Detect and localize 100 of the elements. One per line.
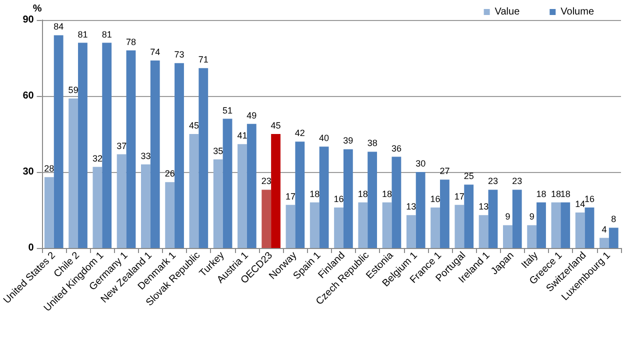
legend-label: Volume bbox=[560, 6, 594, 18]
data-label: 25 bbox=[464, 171, 474, 182]
bar bbox=[286, 204, 296, 248]
data-label: 18 bbox=[536, 188, 546, 199]
data-label: 42 bbox=[294, 128, 305, 138]
y-tick-label: 0 bbox=[28, 242, 34, 254]
bar bbox=[358, 202, 368, 248]
data-label: 81 bbox=[102, 29, 112, 40]
data-label: 9 bbox=[505, 212, 510, 222]
bar bbox=[150, 60, 160, 248]
bar bbox=[382, 202, 392, 248]
data-label: 30 bbox=[416, 158, 426, 168]
data-label: 17 bbox=[454, 191, 464, 202]
bar bbox=[174, 63, 184, 248]
data-label: 37 bbox=[116, 140, 127, 151]
data-label: 71 bbox=[198, 54, 208, 65]
bar bbox=[551, 202, 561, 248]
bar bbox=[271, 134, 280, 248]
data-label: 36 bbox=[391, 143, 402, 154]
bar bbox=[126, 50, 136, 248]
bar bbox=[141, 164, 150, 248]
bar bbox=[319, 146, 329, 248]
bar bbox=[92, 166, 102, 248]
data-label: 33 bbox=[140, 150, 151, 161]
bar bbox=[560, 202, 570, 248]
data-label: 35 bbox=[213, 146, 224, 156]
bar bbox=[430, 207, 440, 248]
data-label: 32 bbox=[92, 153, 102, 164]
data-label: 23 bbox=[261, 176, 272, 186]
bar bbox=[310, 202, 320, 248]
y-tick-label: 30 bbox=[22, 166, 34, 178]
data-label: 14 bbox=[575, 199, 586, 210]
data-label: 28 bbox=[44, 164, 54, 174]
data-label: 59 bbox=[68, 85, 78, 96]
data-label: 18 bbox=[382, 188, 392, 199]
data-label: 17 bbox=[285, 191, 296, 202]
data-label: 8 bbox=[611, 214, 616, 224]
bar bbox=[295, 142, 305, 248]
bar bbox=[78, 42, 88, 248]
data-label: 45 bbox=[188, 120, 199, 130]
bar bbox=[368, 152, 378, 248]
data-label: 73 bbox=[174, 50, 184, 60]
bar bbox=[440, 180, 450, 248]
legend-label: Value bbox=[494, 6, 520, 18]
data-label: 18 bbox=[560, 188, 570, 199]
data-label: 16 bbox=[584, 194, 595, 204]
bar bbox=[222, 118, 232, 248]
bar bbox=[238, 144, 247, 248]
data-label: 26 bbox=[164, 168, 175, 179]
bar bbox=[334, 207, 344, 248]
y-tick-label: 60 bbox=[22, 90, 34, 102]
bar bbox=[608, 228, 618, 248]
bar bbox=[584, 207, 594, 248]
bar bbox=[343, 149, 353, 248]
bar bbox=[54, 35, 64, 248]
data-label: 16 bbox=[334, 194, 344, 204]
bar bbox=[102, 42, 112, 248]
data-label: 13 bbox=[478, 202, 489, 212]
bar bbox=[575, 212, 585, 248]
data-label: 41 bbox=[237, 130, 248, 141]
data-label: 45 bbox=[270, 120, 281, 130]
bar bbox=[478, 215, 488, 248]
bar bbox=[536, 202, 546, 248]
data-label: 18 bbox=[310, 188, 320, 199]
bar bbox=[464, 184, 474, 248]
data-label: 78 bbox=[126, 36, 136, 47]
bar bbox=[189, 134, 199, 248]
bar bbox=[246, 124, 256, 248]
bar bbox=[116, 154, 126, 248]
data-label: 38 bbox=[367, 138, 378, 148]
data-label: 9 bbox=[529, 212, 534, 222]
y-tick-label: 90 bbox=[22, 14, 34, 26]
bar bbox=[416, 172, 426, 248]
data-label: 23 bbox=[488, 176, 498, 186]
data-label: 16 bbox=[430, 194, 440, 204]
bar bbox=[165, 182, 175, 248]
data-label: 49 bbox=[246, 110, 257, 120]
bar bbox=[600, 238, 609, 248]
data-label: 13 bbox=[406, 202, 416, 212]
bar bbox=[198, 68, 208, 248]
data-label: 84 bbox=[54, 22, 64, 32]
data-label: 39 bbox=[343, 136, 354, 146]
data-label: 40 bbox=[319, 133, 330, 144]
data-label: 27 bbox=[440, 166, 450, 176]
bar bbox=[392, 156, 402, 248]
data-label: 51 bbox=[222, 105, 233, 116]
bar bbox=[213, 159, 223, 248]
data-label: 23 bbox=[512, 176, 522, 186]
bar bbox=[512, 190, 522, 248]
bar bbox=[262, 190, 272, 248]
y-axis-title: % bbox=[32, 4, 42, 14]
data-label: 4 bbox=[602, 224, 607, 234]
data-label: 18 bbox=[358, 188, 368, 199]
data-label: 18 bbox=[550, 188, 561, 199]
bar bbox=[68, 98, 78, 248]
data-label: 81 bbox=[78, 29, 88, 40]
bar bbox=[406, 215, 416, 248]
bar bbox=[488, 190, 498, 248]
bar bbox=[44, 177, 54, 248]
bar bbox=[502, 225, 512, 248]
